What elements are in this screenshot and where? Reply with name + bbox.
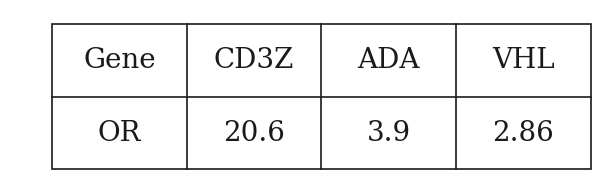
Text: CD3Z: CD3Z: [214, 47, 294, 74]
Bar: [52, 24, 591, 169]
Text: 2.86: 2.86: [493, 120, 554, 146]
Text: 3.9: 3.9: [367, 120, 411, 146]
Text: Gene: Gene: [83, 47, 155, 74]
Text: OR: OR: [97, 120, 141, 146]
Text: VHL: VHL: [492, 47, 554, 74]
Text: ADA: ADA: [357, 47, 420, 74]
Text: 20.6: 20.6: [223, 120, 285, 146]
